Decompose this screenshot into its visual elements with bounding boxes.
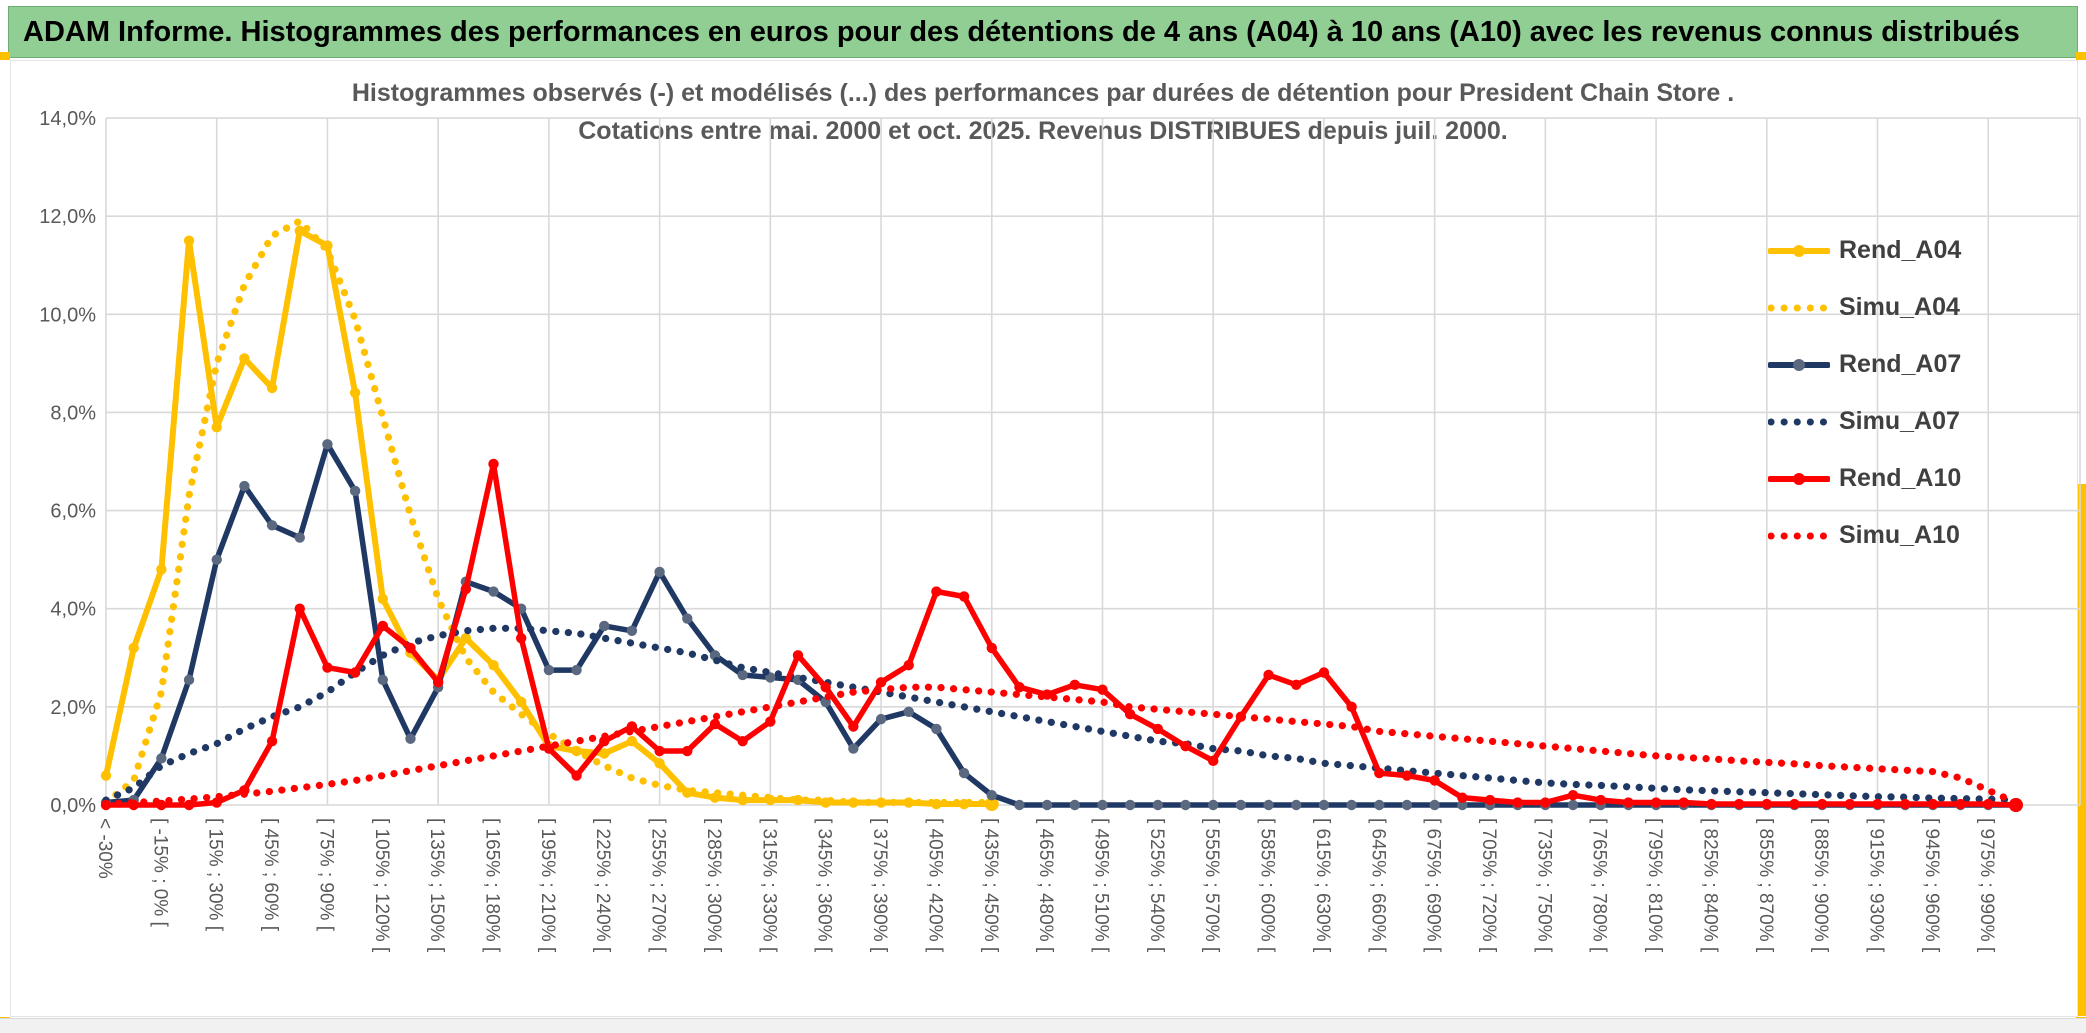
series-Simu_A07: [102, 624, 2020, 804]
x-axis-tick-label: < -30%: [94, 818, 115, 879]
x-axis-tick-label: [ 915% ; 930% [: [1866, 818, 1887, 953]
legend-label: Rend_A10: [1839, 464, 1962, 492]
x-axis-tick-label: [ 765% ; 780% [: [1589, 818, 1610, 953]
x-axis-tick-label: [ 165% ; 180% [: [482, 818, 503, 953]
legend-label: Rend_A07: [1839, 350, 1962, 378]
solid-line-swatch-icon: [1768, 358, 1830, 371]
title-bar: ADAM Informe. Histogrammes des performan…: [8, 6, 2078, 58]
series-Rend_A10: [100, 458, 2023, 812]
x-axis-tick-label: [ 195% ; 210% [: [537, 818, 558, 953]
x-axis-tick-label: [ -15% ; 0% [: [149, 818, 170, 927]
y-axis-tick-label: 4,0%: [50, 599, 96, 621]
series-Rend_A07: [100, 439, 2023, 812]
legend-label: Simu_A10: [1839, 521, 1960, 549]
gold-accent-right-strip: [2077, 484, 2086, 1016]
chart-legend: Rend_A04 Simu_A04 Rend_A07 Simu_A07 Rend_A10…: [1768, 222, 1961, 564]
x-axis-tick-label: [ 285% ; 300% [: [703, 818, 724, 953]
gold-accent-top-right: [2076, 52, 2086, 60]
x-axis-tick-label: [ 645% ; 660% [: [1367, 818, 1388, 953]
x-axis-tick-label: [ 855% ; 870% [: [1755, 818, 1776, 953]
page-title: ADAM Informe. Histogrammes des performan…: [23, 16, 2020, 48]
legend-item-Simu_A04[interactable]: Simu_A04: [1768, 279, 1961, 336]
x-axis-tick-label: [ 225% ; 240% [: [592, 818, 613, 953]
legend-item-Rend_A07[interactable]: Rend_A07: [1768, 336, 1961, 393]
legend-item-Simu_A10[interactable]: Simu_A10: [1768, 507, 1961, 564]
x-axis-tick-label: [ 555% ; 570% [: [1201, 818, 1222, 953]
x-axis-tick-label: [ 795% ; 810% [: [1644, 818, 1665, 953]
dotted-line-swatch-icon: [1768, 418, 1830, 425]
x-axis-tick-label: [ 705% ; 720% [: [1478, 818, 1499, 953]
x-axis-tick-label: [ 135% ; 150% [: [426, 818, 447, 953]
x-axis-tick-label: [ 45% ; 60% [: [260, 818, 281, 932]
y-axis-tick-label: 14,0%: [39, 108, 96, 130]
x-axis-tick-label: [ 75% ; 90% [: [315, 818, 336, 932]
dotted-line-swatch-icon: [1768, 532, 1830, 539]
chart-title-line2: Cotations entre mai. 2000 et oct. 2025. …: [578, 117, 1508, 145]
x-axis-tick-label: [ 495% ; 510% [: [1090, 818, 1111, 953]
y-axis-tick-label: 12,0%: [39, 206, 96, 228]
x-axis-tick-label: [ 465% ; 480% [: [1035, 818, 1056, 953]
legend-label: Rend_A04: [1839, 236, 1962, 264]
gold-accent-top-left: [0, 52, 10, 60]
legend-label: Simu_A07: [1839, 407, 1960, 435]
chart-panel[interactable]: [10, 60, 2078, 1017]
x-axis-tick-label: [ 615% ; 630% [: [1312, 818, 1333, 953]
y-axis-tick-label: 10,0%: [39, 304, 96, 326]
legend-label: Simu_A04: [1839, 293, 1960, 321]
x-axis-tick-label: [ 945% ; 960% [: [1921, 818, 1942, 953]
bottom-edge-strip: [0, 1018, 2086, 1033]
y-axis-tick-label: 8,0%: [50, 402, 96, 424]
x-axis-tick-label: [ 675% ; 690% [: [1423, 818, 1444, 953]
x-axis-tick-label: [ 525% ; 540% [: [1146, 818, 1167, 953]
legend-item-Rend_A04[interactable]: Rend_A04: [1768, 222, 1961, 279]
x-axis-tick-label: [ 435% ; 450% [: [980, 818, 1001, 953]
x-axis-tick-label: [ 735% ; 750% [: [1533, 818, 1554, 953]
x-axis-tick-label: [ 15% ; 30% [: [205, 818, 226, 932]
y-axis-tick-label: 0,0%: [50, 795, 96, 817]
solid-line-swatch-icon: [1768, 472, 1830, 485]
x-axis-tick-label: [ 405% ; 420% [: [924, 818, 945, 953]
x-axis-tick-label: [ 375% ; 390% [: [869, 818, 890, 953]
x-axis-tick-label: [ 255% ; 270% [: [648, 818, 669, 953]
series-Simu_A04: [102, 217, 996, 807]
legend-item-Rend_A10[interactable]: Rend_A10: [1768, 450, 1961, 507]
y-axis-tick-label: 6,0%: [50, 501, 96, 523]
x-axis-tick-label: [ 585% ; 600% [: [1257, 818, 1278, 953]
x-axis-tick-label: [ 345% ; 360% [: [814, 818, 835, 953]
x-axis-tick-label: [ 975% ; 990% [: [1976, 818, 1997, 953]
x-axis-tick-label: [ 885% ; 900% [: [1810, 818, 1831, 953]
y-axis-tick-label: 2,0%: [50, 697, 96, 719]
x-axis-tick-label: [ 315% ; 330% [: [758, 818, 779, 953]
x-axis-tick-label: [ 825% ; 840% [: [1699, 818, 1720, 953]
chart-title-line1: Histogrammes observés (-) et modélisés (…: [351, 79, 1735, 107]
solid-line-swatch-icon: [1768, 244, 1830, 257]
dotted-line-swatch-icon: [1768, 304, 1830, 311]
x-axis-tick-label: [ 105% ; 120% [: [371, 818, 392, 953]
legend-item-Simu_A07[interactable]: Simu_A07: [1768, 393, 1961, 450]
